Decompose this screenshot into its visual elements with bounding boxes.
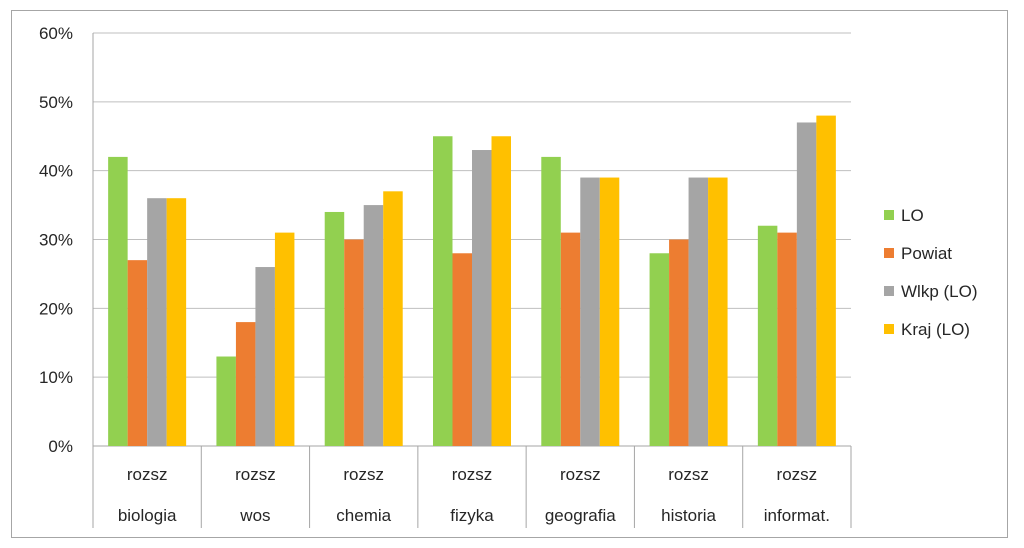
y-tick-label: 50% [39,93,73,112]
legend-swatch [884,248,894,258]
y-tick-label: 60% [39,24,73,43]
y-tick-label: 30% [39,231,73,250]
bar-powiat [560,232,581,446]
bar-powiat [669,239,689,446]
legend-label: Wlkp (LO) [901,282,978,301]
bar-kraj-lo- [708,177,728,447]
x-category-label-line2: fizyka [450,506,494,525]
bar-powiat [235,322,256,446]
bar-wlkp-lo- [255,267,275,446]
bar-wlkp-lo- [147,198,167,446]
x-category-label-line1: rozsz [668,465,709,484]
bar-wlkp-lo- [580,177,600,447]
bar-kraj-lo- [383,191,403,446]
x-category-label-line1: rozsz [777,465,818,484]
y-tick-label: 40% [39,162,73,181]
bar-powiat [452,253,472,446]
bar-wlkp-lo- [472,150,492,446]
legend-swatch [884,286,894,296]
bar-kraj-lo- [491,136,511,446]
bar-powiat [777,232,797,446]
x-category-label-line1: rozsz [560,465,601,484]
y-tick-label: 20% [39,299,73,318]
legend-label: LO [901,206,924,225]
legend-swatch [884,324,894,334]
legend-swatch [884,210,894,220]
bar-lo [433,136,453,446]
bar-powiat [344,239,364,446]
bar-lo [757,225,778,446]
bar-kraj-lo- [274,232,295,446]
y-tick-label: 10% [39,368,73,387]
bar-lo [324,211,345,446]
bar-lo [216,356,236,446]
bar-kraj-lo- [599,177,620,447]
bar-lo [649,253,670,446]
y-tick-label: 0% [48,437,73,456]
x-category-label-line2: biologia [118,506,177,525]
bar-kraj-lo- [166,198,187,446]
bar-wlkp-lo- [796,122,817,446]
x-category-label-line2: wos [239,506,270,525]
x-category-label-line1: rozsz [343,465,384,484]
legend-label: Powiat [901,244,952,263]
bar-kraj-lo- [816,115,836,446]
legend-label: Kraj (LO) [901,320,970,339]
x-category-label-line2: chemia [336,506,391,525]
bar-wlkp-lo- [363,205,384,446]
x-category-label-line2: geografia [545,506,616,525]
x-category-label-line1: rozsz [452,465,493,484]
x-category-label-line1: rozsz [127,465,168,484]
x-category-label-line1: rozsz [235,465,276,484]
bar-lo [108,156,128,446]
x-category-label-line2: informat. [764,506,830,525]
bar-lo [541,156,561,446]
x-category-label-line2: historia [661,506,716,525]
bar-powiat [127,260,148,446]
bar-wlkp-lo- [688,177,709,447]
